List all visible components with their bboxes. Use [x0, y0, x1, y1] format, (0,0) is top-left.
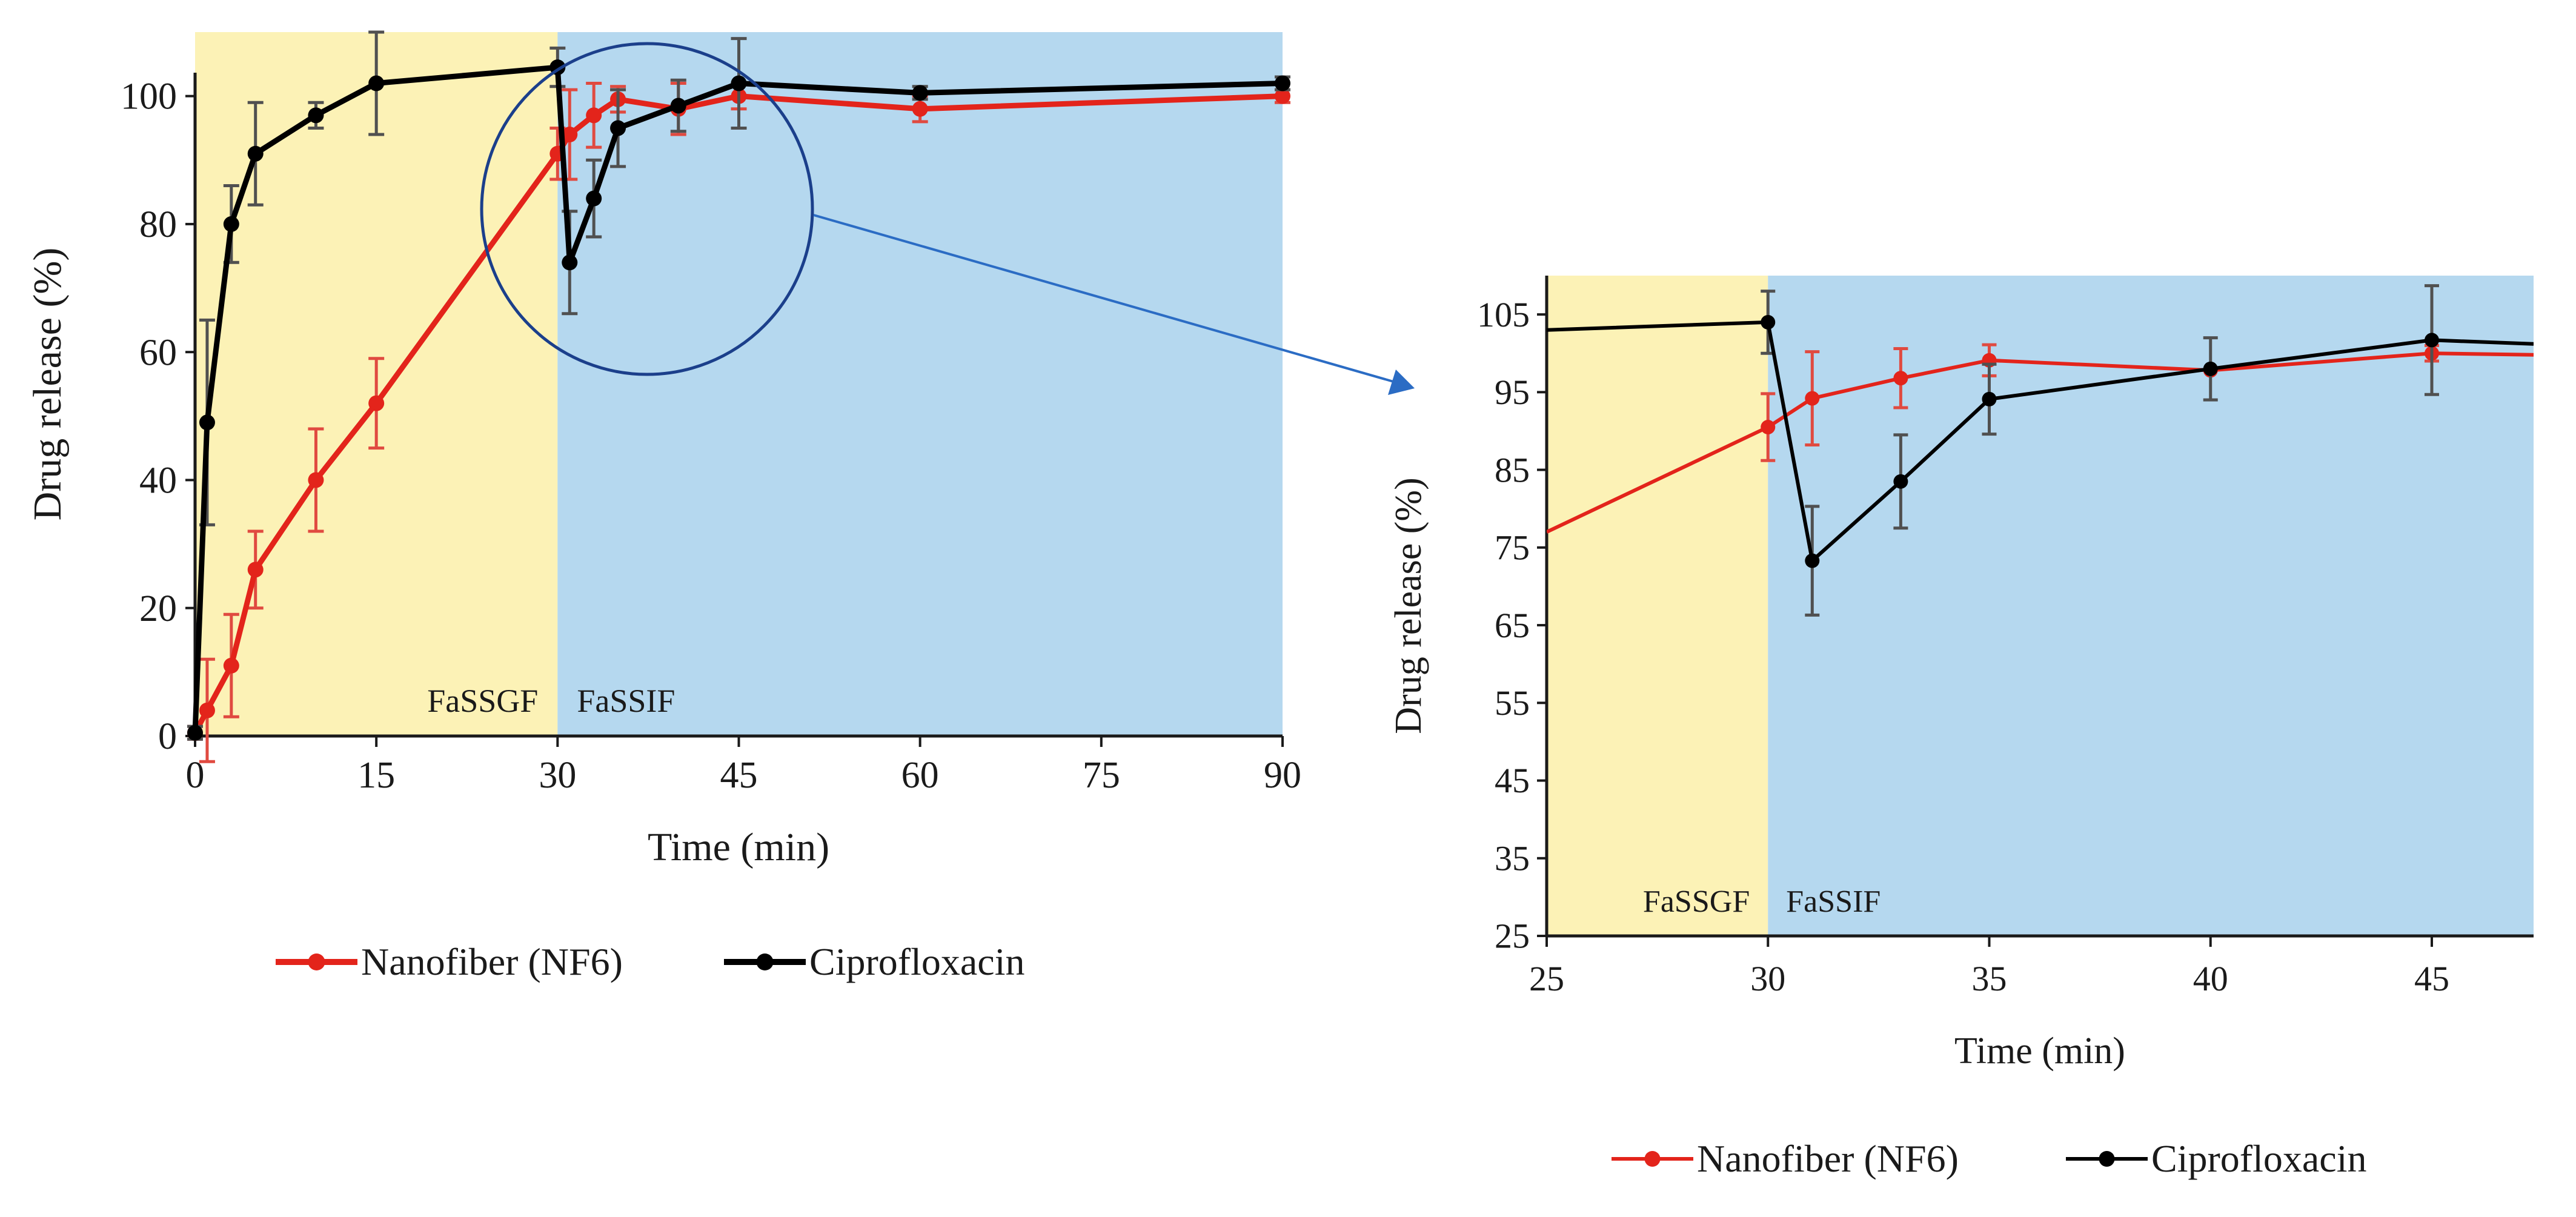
- data-point-ciprofloxacin: [308, 107, 324, 124]
- legend-item-ciprofloxacin: Ciprofloxacin: [724, 940, 1024, 983]
- legend-label: Ciprofloxacin: [809, 940, 1024, 983]
- data-point-ciprofloxacin: [731, 75, 747, 91]
- zoom-callout: [480, 42, 1415, 395]
- legends: Nanofiber (NF6) Ciprofloxacin Nanofiber (N…: [276, 940, 2366, 1180]
- phase-label-fassif: FaSSIF: [1786, 884, 1881, 919]
- series-line-nanofiber: [1547, 351, 2534, 534]
- zoom-arrow-line: [813, 214, 1394, 383]
- data-point-ciprofloxacin: [586, 190, 602, 207]
- fassgf-background: [1547, 276, 1768, 936]
- legend-label: Nanofiber (NF6): [361, 940, 623, 983]
- y-tick-label: 80: [139, 204, 177, 245]
- data-point-nanofiber: [308, 472, 324, 488]
- y-tick-label: 105: [1477, 295, 1530, 334]
- data-point-nanofiber: [586, 107, 602, 124]
- y-tick-label: 40: [139, 460, 177, 502]
- data-point-nanofiber: [1761, 420, 1776, 435]
- series-line-ciprofloxacin: [192, 64, 1283, 733]
- y-tick-label: 55: [1495, 683, 1530, 723]
- y-tick-label: 100: [121, 76, 177, 118]
- data-point-nanofiber: [368, 395, 385, 411]
- data-point-ciprofloxacin: [199, 414, 215, 431]
- series-nanofiber: [1547, 343, 2534, 534]
- y-tick-label: 60: [139, 332, 177, 373]
- data-point-ciprofloxacin: [247, 145, 264, 162]
- y-tick-label: 95: [1495, 373, 1530, 412]
- data-point-ciprofloxacin: [610, 120, 626, 136]
- y-axis-label: Drug release (%): [1388, 477, 1429, 734]
- y-tick-label: 85: [1495, 450, 1530, 489]
- data-point-nanofiber: [223, 657, 239, 674]
- data-point-ciprofloxacin: [1275, 75, 1290, 91]
- x-tick-label: 25: [1529, 959, 1564, 998]
- data-point-ciprofloxacin: [2424, 333, 2439, 348]
- fassif-background: [557, 32, 1283, 736]
- y-tick-label: 75: [1495, 528, 1530, 568]
- data-point-ciprofloxacin: [562, 254, 578, 271]
- data-point-ciprofloxacin: [1761, 314, 1776, 330]
- zoom-arrow-head: [1388, 370, 1415, 395]
- legend-swatch-marker: [756, 953, 774, 970]
- legend-swatch-marker: [2099, 1151, 2115, 1167]
- zoom-circle: [480, 42, 814, 376]
- data-point-ciprofloxacin: [368, 75, 385, 91]
- phase-label-fassif: FaSSIF: [577, 683, 675, 719]
- data-point-nanofiber: [1275, 88, 1290, 104]
- data-point-ciprofloxacin: [223, 216, 239, 232]
- y-tick-label: 0: [158, 716, 177, 757]
- legend-swatch-marker: [308, 953, 325, 970]
- data-point-ciprofloxacin: [670, 98, 686, 114]
- x-tick-label: 30: [539, 755, 576, 796]
- data-point-nanofiber: [247, 562, 264, 578]
- data-point-ciprofloxacin: [1982, 391, 1997, 406]
- series-ciprofloxacin: [187, 30, 1290, 741]
- legend-label: Nanofiber (NF6): [1697, 1137, 1959, 1180]
- legend-item-nanofiber: Nanofiber (NF6): [276, 940, 623, 983]
- data-point-nanofiber: [912, 101, 928, 117]
- series-line-ciprofloxacin: [1547, 320, 2534, 563]
- x-tick-label: 90: [1264, 755, 1301, 796]
- phase-label-fassgf: FaSSGF: [1643, 884, 1750, 919]
- legend-item-nanofiber: Nanofiber (NF6): [1612, 1137, 1959, 1180]
- x-axis-label: Time (min): [648, 825, 829, 869]
- zoom-inset-chart: FaSSGF FaSSIF 25 35 45 55 65 75 85 95 105 25 30 35 40 4…: [1388, 276, 2534, 1072]
- data-point-nanofiber: [199, 702, 215, 718]
- y-tick-label: 35: [1495, 838, 1530, 878]
- series-ciprofloxacin: [1547, 284, 2534, 617]
- x-tick-label: 40: [2193, 959, 2228, 998]
- y-tick-label: 20: [139, 588, 177, 629]
- fassif-background: [1768, 276, 2534, 936]
- data-point-nanofiber: [562, 127, 578, 143]
- x-tick-label: 45: [2414, 959, 2449, 998]
- data-point-ciprofloxacin: [2203, 361, 2218, 376]
- legend-swatch-marker: [1644, 1151, 1661, 1167]
- data-point-nanofiber: [1893, 371, 1908, 386]
- x-tick-label: 45: [720, 755, 758, 796]
- legend-label: Ciprofloxacin: [2151, 1137, 2366, 1180]
- x-tick-label: 75: [1083, 755, 1120, 796]
- phase-label-fassgf: FaSSGF: [427, 683, 538, 719]
- x-tick-label: 15: [357, 755, 395, 796]
- y-axis-label: Drug release (%): [25, 248, 70, 521]
- data-point-ciprofloxacin: [187, 725, 203, 741]
- data-point-ciprofloxacin: [1805, 553, 1820, 568]
- x-tick-label: 60: [901, 755, 939, 796]
- x-tick-label: 30: [1750, 959, 1785, 998]
- y-tick-label: 25: [1495, 917, 1530, 956]
- data-point-nanofiber: [1805, 391, 1820, 406]
- data-point-ciprofloxacin: [912, 85, 928, 101]
- x-tick-label: 35: [1971, 959, 2007, 998]
- y-tick-label: 45: [1495, 761, 1530, 800]
- legend-item-ciprofloxacin: Ciprofloxacin: [2066, 1137, 2366, 1180]
- x-axis-label: Time (min): [1954, 1030, 2125, 1072]
- y-tick-label: 65: [1495, 606, 1530, 645]
- data-point-ciprofloxacin: [1893, 474, 1908, 489]
